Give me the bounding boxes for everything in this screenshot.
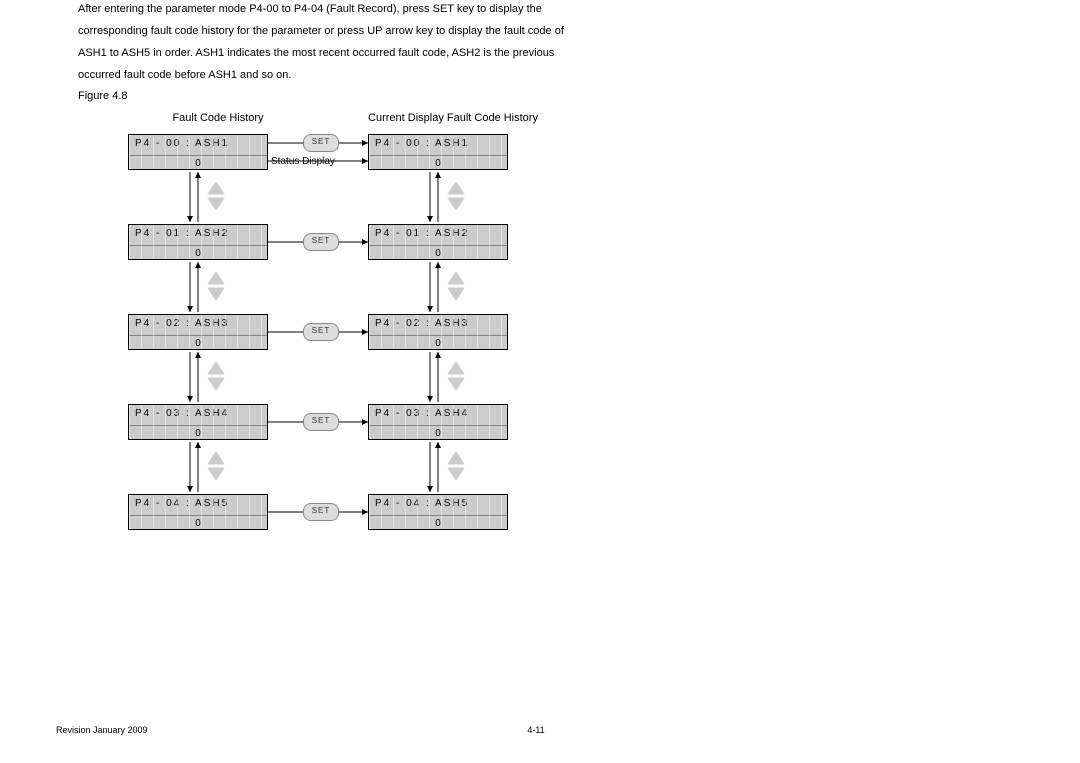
box-label: P4 - 03 : ASH4 [369, 405, 507, 425]
box-label: P4 - 04 : ASH5 [129, 495, 267, 515]
box-value: 0 [129, 425, 267, 444]
updown-icon [446, 362, 466, 392]
set-button-1[interactable]: SET [303, 233, 339, 251]
box-label: P4 - 00 : ASH1 [129, 135, 267, 155]
para-line: ASH1 to ASH5 in order. ASH1 indicates th… [78, 44, 998, 62]
updown-icon [206, 362, 226, 392]
revision-text: Revision January 2009 [56, 725, 148, 735]
box-right-3: P4 - 03 : ASH4 0 [368, 404, 508, 440]
box-value: 0 [369, 425, 507, 444]
figure-label: Figure 4.8 [78, 90, 998, 102]
box-value: 0 [369, 515, 507, 534]
set-button-3[interactable]: SET [303, 413, 339, 431]
box-value: 0 [129, 515, 267, 534]
box-right-0: P4 - 00 : ASH1 0 [368, 134, 508, 170]
updown-icon [446, 452, 466, 482]
set-button-4[interactable]: SET [303, 503, 339, 521]
box-label: P4 - 02 : ASH3 [129, 315, 267, 335]
updown-icon [206, 182, 226, 212]
box-label: P4 - 02 : ASH3 [369, 315, 507, 335]
box-label: P4 - 01 : ASH2 [129, 225, 267, 245]
box-label: P4 - 04 : ASH5 [369, 495, 507, 515]
updown-icon [446, 272, 466, 302]
para-line: After entering the parameter mode P4-00 … [78, 0, 998, 18]
header-right: Current Display Fault Code History [353, 112, 553, 124]
box-value: 0 [369, 245, 507, 264]
box-value: 0 [129, 155, 267, 174]
box-value: 0 [129, 245, 267, 264]
page-number: 4-11 [527, 725, 544, 735]
box-label: P4 - 00 : ASH1 [369, 135, 507, 155]
box-value: 0 [129, 335, 267, 354]
box-right-2: P4 - 02 : ASH3 0 [368, 314, 508, 350]
box-left-1: P4 - 01 : ASH2 0 [128, 224, 268, 260]
box-label: P4 - 03 : ASH4 [129, 405, 267, 425]
box-left-2: P4 - 02 : ASH3 0 [128, 314, 268, 350]
para-line: occurred fault code before ASH1 and so o… [78, 66, 998, 84]
box-left-0: P4 - 00 : ASH1 0 [128, 134, 268, 170]
para-line: corresponding fault code history for the… [78, 22, 998, 40]
updown-icon [206, 272, 226, 302]
set-button-0[interactable]: SET [303, 134, 339, 152]
box-right-1: P4 - 01 : ASH2 0 [368, 224, 508, 260]
box-left-4: P4 - 04 : ASH5 0 [128, 494, 268, 530]
set-button-2[interactable]: SET [303, 323, 339, 341]
box-value: 0 [369, 155, 507, 174]
updown-icon [206, 452, 226, 482]
header-left: Fault Code History [148, 112, 288, 124]
box-value: 0 [369, 335, 507, 354]
footer: Revision January 2009 4-11 [56, 725, 1016, 735]
box-right-4: P4 - 04 : ASH5 0 [368, 494, 508, 530]
updown-icon [446, 182, 466, 212]
box-left-3: P4 - 03 : ASH4 0 [128, 404, 268, 440]
diagram: Fault Code History Current Display Fault… [78, 110, 638, 560]
box-label: P4 - 01 : ASH2 [369, 225, 507, 245]
status-display-label: Status Display [271, 156, 335, 167]
